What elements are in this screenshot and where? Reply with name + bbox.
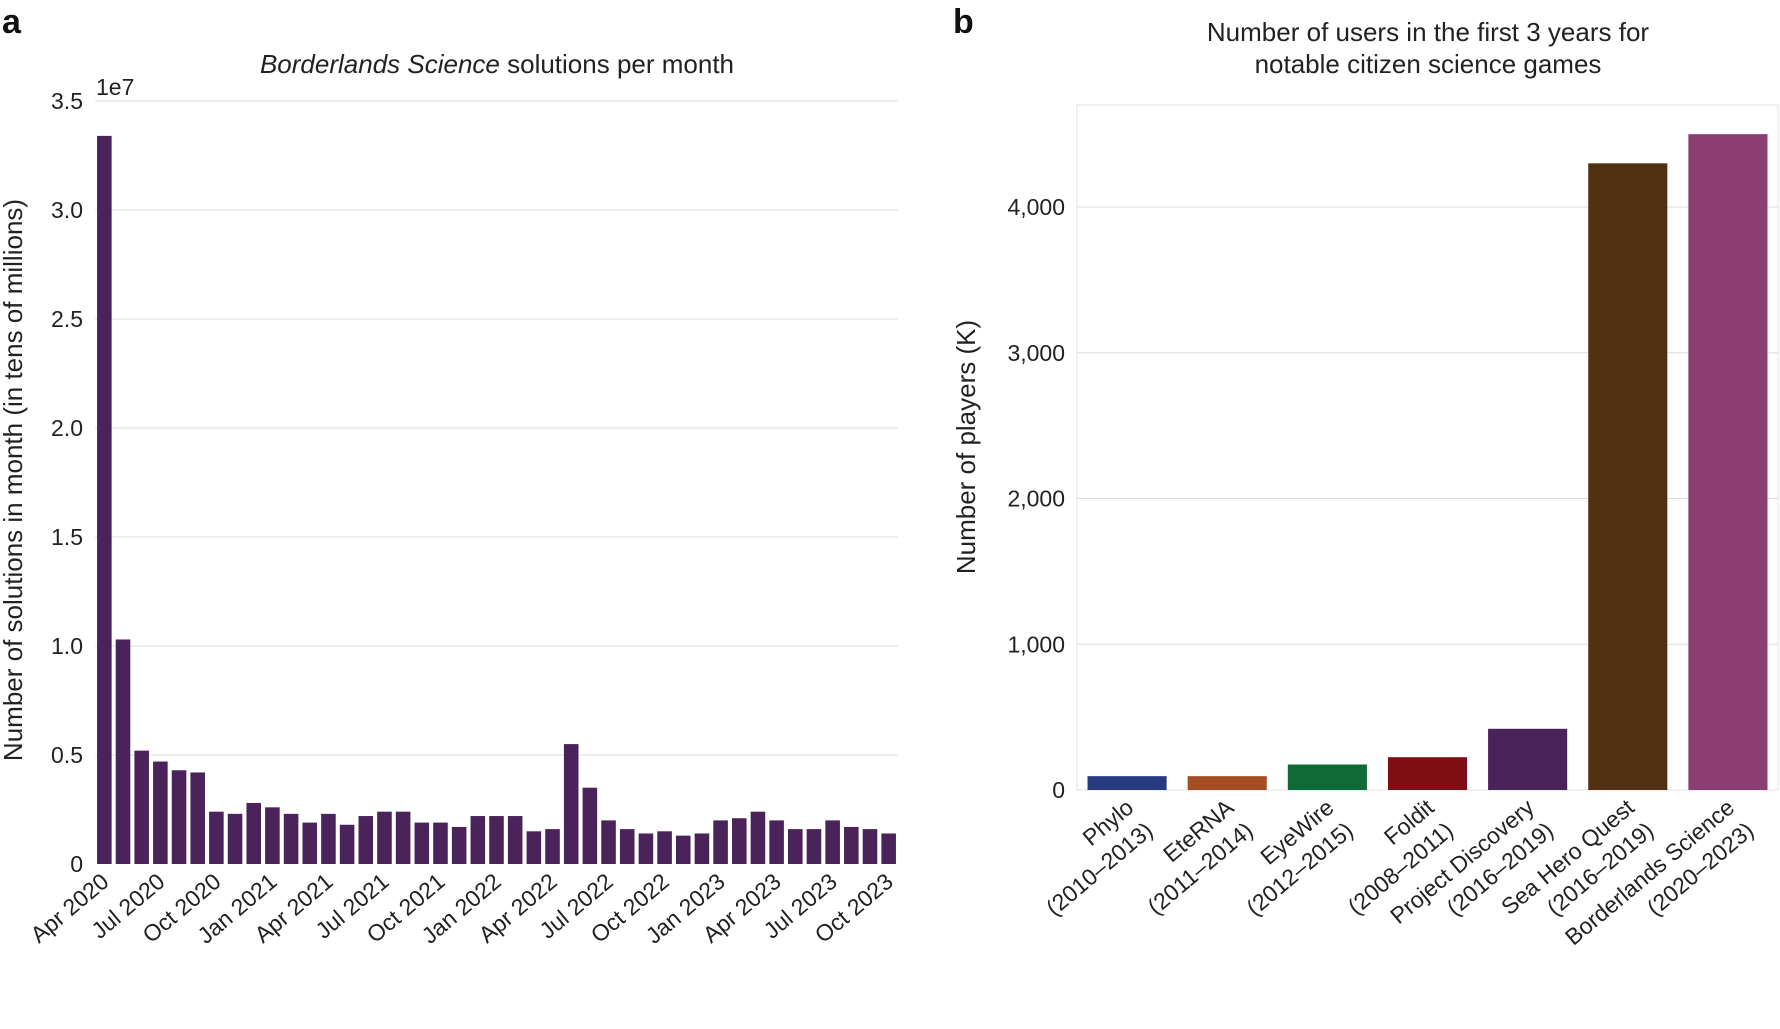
chart-a-bar	[657, 831, 672, 864]
chart-a-bar	[731, 818, 747, 864]
chart-a-bar	[638, 833, 654, 864]
chart-a-bar	[601, 820, 616, 864]
chart-b-bar	[1187, 776, 1267, 790]
chart-a-bar	[825, 820, 840, 864]
chart-a-bar	[881, 833, 896, 864]
chart-a-ytick-label: 3.5	[51, 88, 83, 114]
chart-a-bar	[507, 816, 523, 864]
chart-a-bar	[788, 829, 803, 864]
chart-a-bar	[209, 811, 224, 864]
chart-a-bar	[153, 761, 168, 864]
chart-b-title-line-2: notable citizen science games	[1255, 49, 1602, 79]
chart-a-bar	[97, 135, 112, 864]
chart-a-bar	[433, 822, 448, 864]
chart-b-xtick-label: Phylo(2010–2013)	[1022, 794, 1158, 921]
chart-a-bar	[489, 816, 504, 864]
chart-a-bar	[451, 826, 467, 864]
chart-a-ylabel: Number of solutions in month (in tens of…	[0, 199, 28, 761]
chart-a-bar	[414, 822, 430, 864]
chart-a-bar	[844, 826, 859, 864]
chart-a-bar	[675, 835, 691, 864]
chart-a-bar	[358, 816, 374, 864]
chart-a-bar	[619, 829, 635, 864]
chart-b-ylabel: Number of players (K)	[951, 320, 981, 574]
chart-b-xtick-label: EteRNA(2011–2014)	[1123, 793, 1258, 919]
panel-label-a: a	[2, 3, 22, 41]
chart-b-ytick-label: 4,000	[1007, 194, 1065, 220]
chart-b-ytick-label: 2,000	[1007, 486, 1065, 512]
chart-a-bar	[862, 829, 878, 864]
chart-b-ytick-label: 0	[1052, 777, 1065, 803]
chart-a-ytick-label: 2.5	[51, 306, 83, 332]
chart-b-title-line-1: Number of users in the first 3 years for	[1207, 17, 1650, 47]
chart-b-bar	[1387, 757, 1468, 790]
chart-a-title-italic: Borderlands Science	[260, 49, 500, 79]
panel-label-b: b	[953, 3, 974, 41]
chart-b-plot: 0 1,000 2,000 3,000 4,000 Phylo(2010–2013) Ete…	[1007, 104, 1779, 950]
chart-a-title-rest: solutions per month	[500, 49, 734, 79]
chart-a-bar	[526, 831, 542, 864]
chart-b-frame	[1076, 104, 1779, 791]
chart-a-bar	[395, 811, 411, 864]
chart-a-bar	[713, 820, 728, 864]
chart-a-ytick-label: 3.0	[51, 197, 83, 223]
chart-a-bar	[134, 750, 149, 864]
chart-a-bar	[470, 816, 486, 864]
chart-a-bar	[806, 829, 822, 864]
chart-a-bar	[171, 770, 187, 864]
chart-a-ytick-label: 1.0	[51, 633, 83, 659]
chart-a-bar	[265, 807, 280, 864]
chart-b-bar	[1488, 728, 1568, 790]
chart-a-bar	[246, 802, 262, 864]
chart-a-title: Borderlands Science solutions per month	[260, 49, 734, 79]
chart-b-bar	[1688, 134, 1768, 791]
chart-a-ytick-label: 0	[70, 851, 83, 877]
chart-a-bar	[545, 829, 560, 864]
chart-a-bar	[377, 811, 392, 864]
chart-b-xtick-label: EyeWire(2012–2015)	[1222, 794, 1358, 921]
chart-a-ytick-label: 1.5	[51, 524, 83, 550]
chart-a-bar	[563, 744, 579, 864]
chart-b-bar	[1588, 163, 1668, 791]
chart-a-offset-label: 1e7	[96, 74, 134, 100]
chart-b-ytick-label: 1,000	[1007, 631, 1065, 657]
chart-a-bar	[339, 824, 355, 864]
chart-a-bar	[227, 813, 243, 864]
chart-a-ytick-label: 0.5	[51, 742, 83, 768]
chart-b-xtick-label: Foldit(2008–2011)	[1323, 794, 1458, 920]
chart-a-bar	[190, 772, 205, 864]
chart-a-bar	[694, 833, 710, 864]
chart-a-bar	[321, 813, 336, 864]
chart-a-bar	[115, 639, 131, 864]
chart-a-bar	[769, 820, 784, 864]
chart-a-bar	[582, 787, 598, 864]
chart-b-bar	[1287, 764, 1367, 790]
chart-a-bar	[750, 811, 766, 864]
chart-a-bar	[283, 813, 299, 864]
chart-a-bar	[302, 822, 318, 864]
chart-b-bar	[1087, 776, 1167, 790]
chart-b-ytick-label: 3,000	[1007, 340, 1065, 366]
chart-a-ytick-label: 2.0	[51, 415, 83, 441]
